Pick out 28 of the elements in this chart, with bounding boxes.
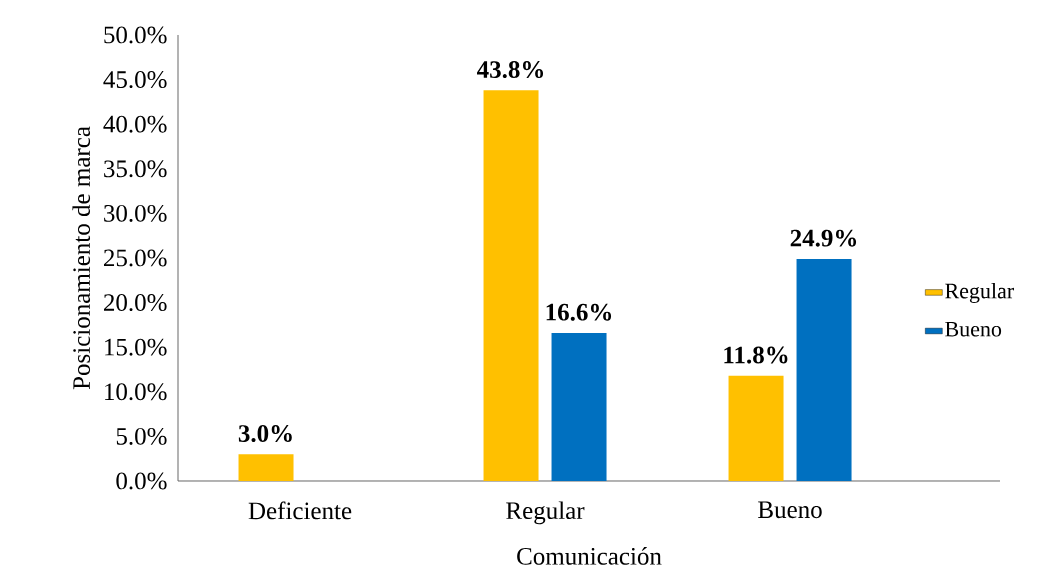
legend-label: Bueno [945,321,1002,337]
y-tick-label: 0.0% [116,472,167,490]
bar [551,332,607,481]
bar [796,258,852,481]
bar [483,90,539,481]
data-label: 16.6% [546,303,612,321]
y-tick-label: 10.0% [105,383,167,401]
y-tick-label: 25.0% [104,249,167,267]
bar [728,375,784,481]
x-tick-label: Bueno [758,501,822,519]
x-tick-label: Deficiente [248,501,352,520]
data-label: 3.0% [238,425,292,443]
y-tick-label: 20.0% [104,294,167,312]
y-tick-label: 50.0% [104,26,167,44]
y-tick-label: 15.0% [105,338,167,356]
data-label: 11.8% [724,346,788,364]
y-tick-label: 5.0% [116,427,167,445]
y-tick-label: 35.0% [104,160,167,178]
y-axis-title: Posicionamiento de marca [72,126,91,390]
y-tick-label: 45.0% [103,71,167,89]
data-label: 24.9% [790,229,857,247]
bar [238,454,294,481]
y-tick-label: 30.0% [104,204,167,222]
legend-label: Regular [945,282,1014,303]
data-label: 43.8% [477,61,544,79]
x-tick-label: Regular [506,501,585,525]
y-tick-label: 40.0% [103,115,167,133]
x-axis-title: Comunicación [517,547,662,565]
